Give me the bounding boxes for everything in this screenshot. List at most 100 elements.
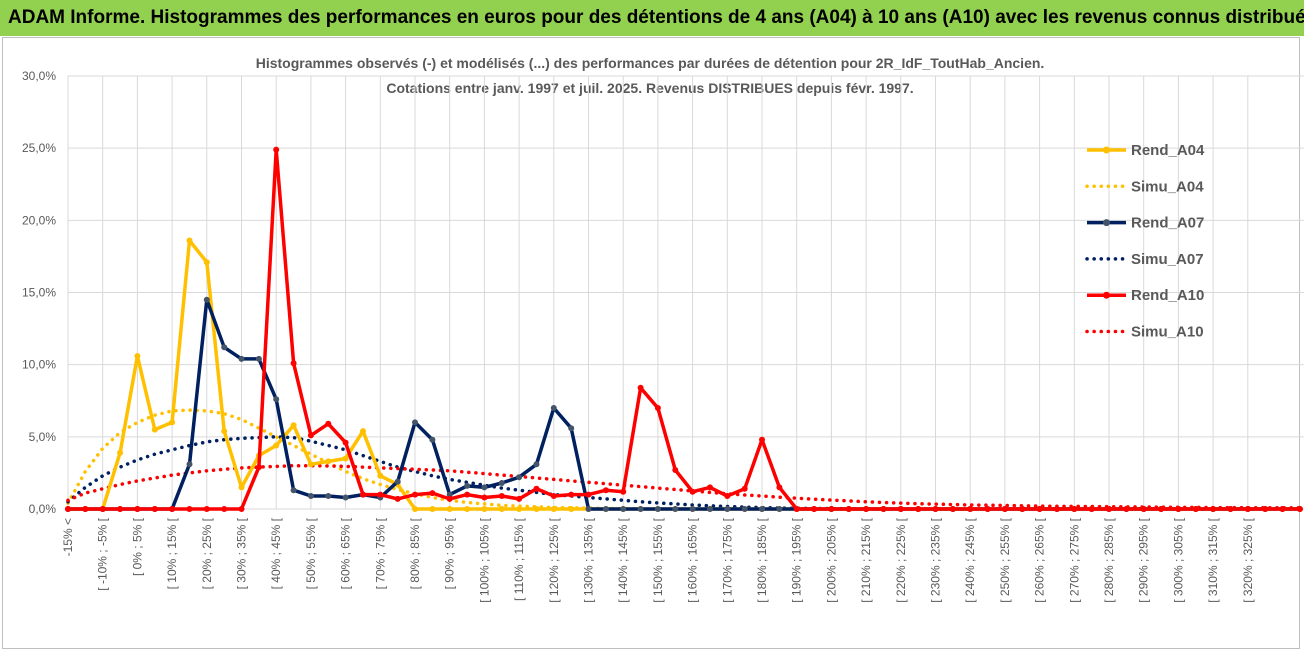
point-Rend_A07	[307, 493, 314, 499]
legend-marker-Rend_A04	[1103, 146, 1110, 154]
point-Rend_A10	[99, 506, 106, 512]
point-Rend_A10	[151, 506, 158, 512]
x-tick-label: [ 50% ; 55% [	[304, 517, 318, 589]
point-Rend_A10	[1296, 506, 1303, 512]
x-tick-label: [ 280% ; 285% [	[1102, 517, 1116, 602]
point-Rend_A10	[637, 384, 644, 391]
legend-marker-Rend_A10	[1103, 291, 1110, 299]
point-Rend_A10	[620, 488, 627, 495]
point-Rend_A07	[516, 474, 523, 481]
legend-label-Simu_A07: Simu_A07	[1131, 251, 1204, 268]
x-tick-label: [ 80% ; 85% [	[408, 517, 422, 589]
x-tick-label: [ 240% ; 245% [	[963, 517, 977, 602]
point-Rend_A04	[429, 506, 436, 512]
point-Rend_A10	[1106, 506, 1112, 512]
point-Rend_A10	[689, 488, 696, 495]
point-Rend_A10	[1071, 506, 1078, 512]
chart-title-line2: Cotations entre janv. 1997 et juil. 2025…	[386, 80, 913, 96]
banner-title: ADAM Informe. Histogrammes des performan…	[0, 0, 1304, 36]
point-Rend_A10	[585, 491, 592, 498]
point-Rend_A10	[949, 506, 956, 512]
point-Rend_A07	[255, 355, 262, 362]
y-tick-label: 25,0%	[22, 141, 56, 155]
y-tick-label: 20,0%	[22, 213, 56, 227]
point-Rend_A10	[203, 506, 210, 512]
point-Rend_A10	[828, 506, 835, 512]
point-Rend_A07	[429, 436, 436, 443]
y-tick-label: 10,0%	[22, 358, 56, 372]
point-Rend_A04	[360, 428, 366, 435]
point-Rend_A10	[602, 487, 609, 494]
point-Rend_A07	[550, 405, 557, 411]
point-Rend_A10	[915, 506, 922, 512]
point-Rend_A10	[776, 484, 783, 491]
legend-label-Simu_A10: Simu_A10	[1131, 324, 1204, 341]
point-Rend_A10	[793, 506, 800, 512]
point-Rend_A04	[377, 472, 384, 479]
y-tick-label: 30,0%	[22, 69, 56, 83]
point-Rend_A04	[186, 237, 193, 244]
point-Rend_A07	[776, 506, 783, 512]
point-Rend_A07	[203, 296, 210, 303]
x-tick-label: [ 70% ; 75% [	[373, 517, 387, 589]
point-Rend_A07	[221, 344, 228, 351]
point-Rend_A10	[1001, 506, 1008, 512]
x-tick-label: [ -10% ; -5% [	[96, 517, 110, 590]
point-Rend_A04	[412, 506, 418, 512]
legend-label-Simu_A04: Simu_A04	[1131, 178, 1204, 195]
x-tick-label: [ 220% ; 225% [	[894, 517, 908, 602]
chart-title-line1: Histogrammes observés (-) et modélisés (…	[256, 55, 1045, 71]
point-Rend_A07	[654, 506, 661, 512]
point-Rend_A04	[464, 506, 471, 512]
point-Rend_A10	[1279, 506, 1286, 512]
point-Rend_A10	[273, 146, 280, 153]
series-line-Rend_A10	[68, 147, 1300, 511]
point-Rend_A10	[186, 506, 193, 512]
point-Rend_A10	[880, 506, 887, 512]
point-Rend_A07	[533, 461, 540, 468]
point-Rend_A10	[967, 506, 974, 512]
point-Rend_A07	[620, 506, 627, 512]
x-tick-label: [ 0% ; 5% [	[130, 517, 144, 576]
point-Rend_A10	[516, 495, 523, 502]
point-Rend_A10	[897, 506, 904, 512]
point-Rend_A04	[221, 428, 228, 435]
point-Rend_A07	[498, 480, 505, 486]
y-axis-ticks: 0,0% 5,0% 10,0% 15,0% 20,0% 25,0% 30,0%	[22, 69, 56, 516]
x-tick-label: [ 40% ; 45% [	[269, 517, 283, 589]
x-tick-label: [ 130% ; 135% [	[582, 517, 596, 602]
point-Rend_A07	[672, 506, 679, 512]
point-Rend_A04	[550, 506, 557, 512]
x-tick-label: [ 260% ; 265% [	[1033, 517, 1047, 602]
point-Rend_A10	[672, 467, 679, 473]
x-tick-label: [ 180% ; 185% [	[755, 517, 769, 602]
y-tick-label: 0,0%	[29, 502, 57, 516]
point-Rend_A10	[1054, 506, 1060, 512]
point-Rend_A04	[342, 455, 349, 462]
point-Rend_A10	[707, 484, 713, 491]
point-Rend_A10	[1244, 506, 1251, 512]
point-Rend_A10	[811, 506, 818, 512]
point-Rend_A04	[290, 422, 297, 429]
x-axis-ticks: -15% < [ -10% ; -5% [[ 0% ; 5% [[ 10% ; 1…	[61, 517, 1255, 602]
point-Rend_A10	[1210, 506, 1217, 512]
point-Rend_A07	[585, 506, 592, 512]
point-Rend_A07	[342, 494, 349, 501]
x-tick-label: [ 290% ; 295% [	[1137, 517, 1151, 602]
point-Rend_A10	[429, 490, 436, 497]
x-tick-label: [ 190% ; 195% [	[790, 517, 804, 602]
point-Rend_A10	[325, 420, 332, 427]
x-tick-label: [ 90% ; 95% [	[443, 517, 457, 589]
point-Rend_A04	[169, 419, 176, 426]
x-tick-label: [ 120% ; 125% [	[547, 517, 561, 602]
point-Rend_A10	[377, 491, 384, 498]
point-Rend_A10	[1088, 506, 1095, 512]
point-Rend_A10	[759, 436, 765, 443]
series-line-Simu_A07	[66, 435, 1302, 511]
point-Rend_A10	[568, 491, 575, 498]
point-Rend_A04	[117, 449, 124, 456]
point-Rend_A10	[1175, 506, 1182, 512]
series-line-Simu_A10	[66, 463, 1302, 510]
